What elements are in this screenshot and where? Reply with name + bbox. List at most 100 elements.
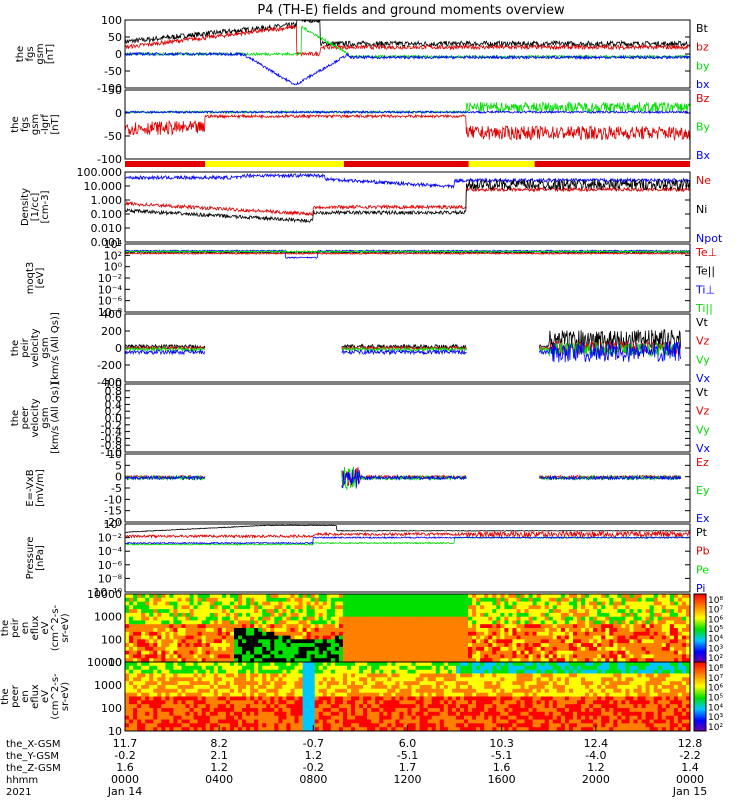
spectrogram-cell — [492, 665, 497, 671]
spectrogram-cell — [577, 704, 582, 709]
spectrogram-cell — [310, 669, 316, 674]
spectrogram-cell — [290, 616, 295, 621]
spectrogram-cell — [476, 688, 481, 694]
spectrogram-cell — [673, 612, 679, 618]
spectrogram-cell — [568, 597, 574, 603]
spectrogram-cell — [633, 646, 638, 652]
spectrogram-cell — [443, 673, 449, 678]
spectrogram-cell — [298, 715, 303, 720]
spectrogram-cell — [411, 681, 416, 686]
spectrogram-cell — [524, 639, 529, 644]
spectrogram-cell — [391, 665, 396, 671]
spectrogram-cell — [419, 685, 425, 690]
spectrogram-cell — [673, 616, 679, 621]
spectrogram-cell — [153, 669, 158, 674]
spectrogram-cell — [225, 635, 231, 640]
spectrogram-cell — [262, 654, 267, 659]
spectrogram-cell — [310, 635, 316, 640]
spectrogram-cell — [556, 620, 562, 625]
spectrogram-cell — [298, 711, 303, 717]
spectrogram-cell — [686, 624, 691, 629]
spectrogram-cell — [355, 704, 360, 709]
spectrogram-cell — [379, 688, 384, 694]
spectrogram-cell — [552, 696, 558, 701]
spectrogram-cell — [447, 715, 453, 720]
ylabel-pressure: Pressure[nPa] — [25, 537, 46, 580]
spectrogram-cell — [225, 605, 231, 610]
spectrogram-cell — [234, 704, 239, 709]
spectrogram-cell — [407, 696, 412, 701]
spectrogram-cell — [568, 677, 574, 682]
spectrogram-cell — [411, 692, 416, 697]
spectrogram-cell — [431, 719, 437, 724]
spectrogram-cell — [403, 696, 408, 701]
spectrogram-cell — [209, 688, 215, 694]
spectrogram-cell — [512, 715, 517, 720]
spectrogram-cell — [310, 673, 316, 678]
spectrogram-cell — [520, 708, 525, 713]
spectrogram-cell — [484, 677, 489, 682]
spectrogram-cell — [601, 605, 606, 610]
spectrogram-cell — [625, 654, 630, 659]
spectrogram-cell — [189, 635, 195, 640]
spectrogram-cell — [403, 711, 408, 717]
spectrogram-cell — [169, 711, 174, 717]
spectrogram-cell — [351, 609, 356, 614]
spectrogram-cell — [310, 696, 316, 701]
ytick-label: 50 — [108, 31, 122, 44]
spectrogram-cell — [419, 646, 425, 652]
spectrogram-cell — [201, 597, 207, 603]
spectrogram-cell — [302, 723, 308, 728]
spectrogram-cell — [645, 658, 651, 663]
spectrogram-cell — [464, 612, 469, 618]
spectrogram-cell — [629, 639, 634, 644]
spectrogram-cell — [173, 677, 178, 682]
spectrogram-cell — [359, 612, 364, 618]
spectrogram-cell — [347, 654, 352, 659]
spectrogram-cell — [573, 658, 578, 663]
spectrogram-cell — [524, 601, 529, 606]
spectrogram-cell — [464, 605, 469, 610]
spectrogram-cell — [500, 696, 505, 701]
spectrogram-cell — [597, 646, 602, 652]
spectrogram-cell — [258, 669, 263, 674]
spectrogram-cell — [403, 654, 408, 659]
spectrogram-cell — [443, 620, 449, 625]
spectrogram-cell — [585, 662, 590, 667]
spectrogram-cell — [149, 646, 154, 652]
spectrogram-cell — [387, 669, 392, 674]
spectrogram-cell — [229, 620, 235, 625]
spectrogram-cell — [585, 665, 590, 671]
spectrogram-cell — [577, 624, 582, 629]
spectrogram-cell — [250, 665, 255, 671]
spectrogram-cell — [544, 650, 550, 655]
spectrogram-cell — [500, 601, 505, 606]
spectrogram-cell — [645, 631, 651, 637]
spectrogram-cell — [185, 692, 190, 697]
frame-peer_velocity — [124, 383, 691, 453]
spectrogram-cell — [464, 658, 469, 663]
spectrogram-cell — [524, 696, 529, 701]
spectrogram-cell — [205, 616, 211, 621]
spectrogram-cell — [556, 609, 562, 614]
spectrogram-cell — [209, 628, 215, 633]
spectrogram-cell — [201, 688, 207, 694]
spectrogram-cell — [653, 609, 659, 614]
spectrogram-cell — [536, 624, 542, 629]
spectrogram-cell — [225, 646, 231, 652]
spectrogram-cell — [435, 673, 441, 678]
spectrogram-cell — [451, 624, 457, 629]
spectrogram-cell — [359, 704, 364, 709]
spectrogram-cell — [262, 723, 267, 728]
spectrogram-cell — [629, 650, 634, 655]
spectrogram-cell — [254, 620, 259, 625]
spectrogram-cell — [439, 711, 445, 717]
spectrogram-cell — [407, 609, 412, 614]
spectrogram-cell — [653, 646, 659, 652]
spectrogram-cell — [581, 635, 586, 640]
spectrogram-cell — [229, 605, 235, 610]
spectrogram-cell — [585, 650, 590, 655]
spectrogram-cell — [447, 662, 453, 667]
spectrogram-cell — [439, 696, 445, 701]
spectrogram-cell — [193, 594, 199, 599]
